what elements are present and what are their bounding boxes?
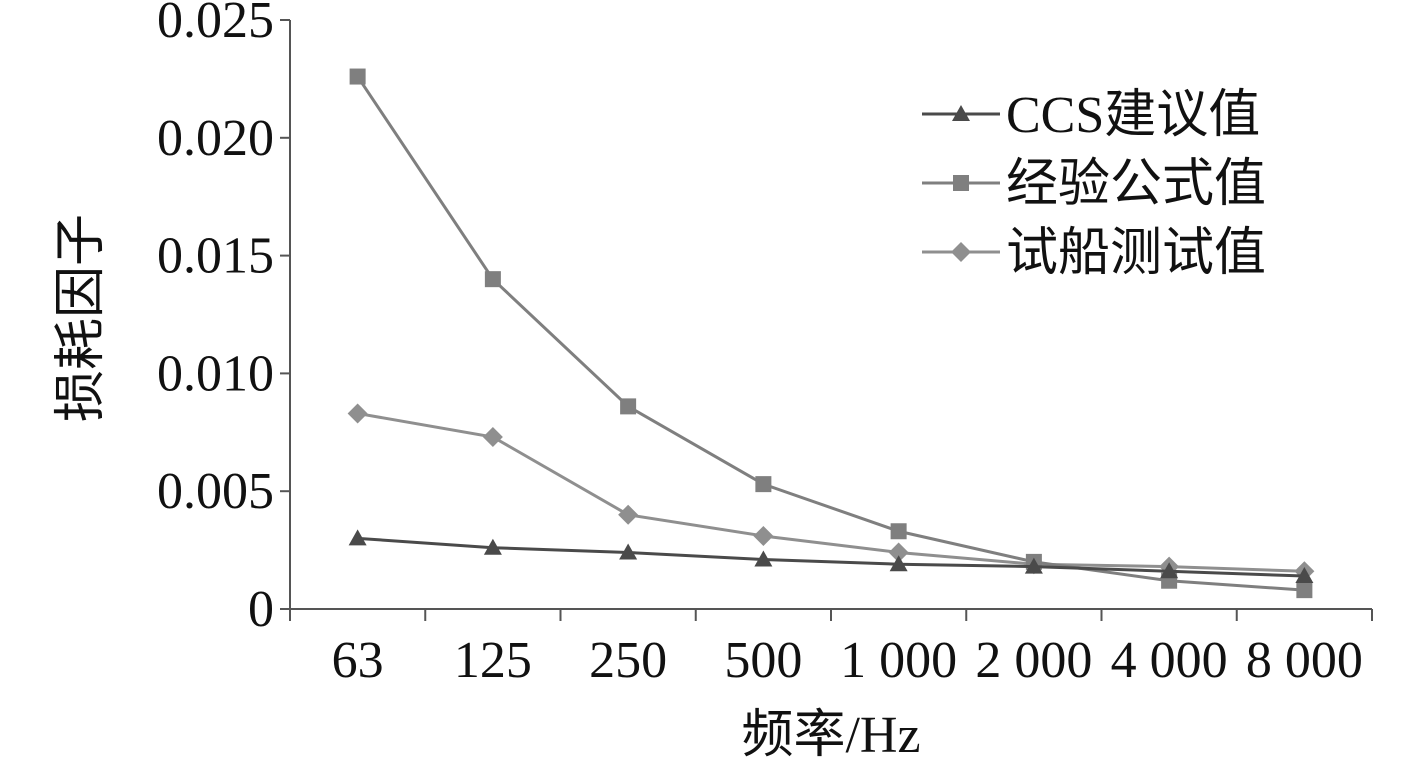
y-tick-label: 0.020 <box>157 110 274 167</box>
legend-item: 试船测试值 <box>922 225 1266 282</box>
data-point <box>1024 557 1043 574</box>
legend-marker <box>951 242 971 262</box>
y-axis-title: 损耗因子 <box>53 214 110 422</box>
data-point <box>754 550 773 567</box>
x-tick-label: 250 <box>589 632 667 689</box>
x-ticks: 63 125 250 500 1 000 2 000 4 000 8 000 <box>289 609 1373 689</box>
data-point <box>1296 582 1313 599</box>
y-ticks: 0 0.005 0.010 0.015 0.020 0.025 <box>157 0 290 638</box>
data-point <box>1160 562 1179 579</box>
series-2 <box>349 68 1313 599</box>
data-point <box>1295 567 1314 584</box>
y-tick-label: 0.010 <box>157 345 274 402</box>
data-point <box>618 504 639 525</box>
data-point <box>753 525 774 546</box>
x-tick-label: 4 000 <box>1111 632 1228 689</box>
data-point <box>347 403 368 424</box>
y-tick-label: 0.025 <box>157 0 274 49</box>
data-point <box>890 523 907 540</box>
legend-item: CCS建议值 <box>922 87 1260 144</box>
series-1 <box>348 529 1314 584</box>
data-point <box>349 68 366 85</box>
series-line <box>357 536 1305 578</box>
x-tick-label: 500 <box>724 632 802 689</box>
x-axis-title: 频率/Hz <box>741 707 920 763</box>
legend-marker <box>953 175 969 191</box>
data-point <box>348 529 367 546</box>
legend-label: CCS建议值 <box>1006 87 1260 144</box>
data-point <box>755 476 772 493</box>
legend-label: 经验公式值 <box>1006 156 1266 213</box>
data-point <box>889 555 908 572</box>
data-point <box>888 542 909 563</box>
x-tick-label: 1 000 <box>840 632 957 689</box>
x-tick-label: 125 <box>454 632 532 689</box>
series-3 <box>347 403 1315 582</box>
series-layer <box>347 68 1315 599</box>
y-tick-label: 0.015 <box>157 228 274 285</box>
data-point <box>619 543 638 560</box>
x-tick-label: 63 <box>332 632 384 689</box>
x-tick-label: 2 000 <box>975 632 1092 689</box>
x-tick-label: 8 000 <box>1246 632 1363 689</box>
legend-item: 经验公式值 <box>922 156 1266 213</box>
y-tick-label: 0.005 <box>157 463 274 520</box>
data-point <box>620 398 637 415</box>
data-point <box>484 271 501 288</box>
series-line <box>356 75 1305 592</box>
legend-label: 试船测试值 <box>1006 225 1266 282</box>
legend-marker <box>952 105 970 121</box>
data-point <box>482 427 503 448</box>
data-point <box>483 538 502 555</box>
y-tick-label: 0 <box>248 581 274 638</box>
series-line <box>357 411 1305 573</box>
